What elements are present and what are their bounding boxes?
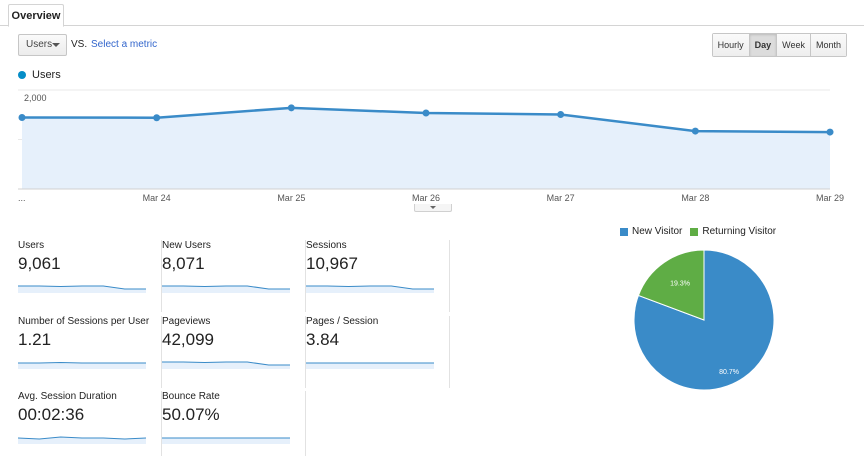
metric-label: New Users bbox=[162, 240, 211, 251]
metric-value: 42,099 bbox=[162, 330, 214, 349]
metric-value: 50.07% bbox=[162, 405, 220, 424]
metric-cell[interactable]: Number of Sessions per User 1.21 bbox=[18, 316, 162, 388]
pie-legend: New Visitor Returning Visitor bbox=[620, 226, 784, 237]
data-point bbox=[153, 114, 161, 122]
metric-label: Users bbox=[18, 240, 45, 251]
metric-value: 9,061 bbox=[18, 254, 61, 273]
sparkline-line bbox=[18, 285, 146, 290]
x-tick-label: Mar 26 bbox=[412, 193, 440, 203]
sparkline bbox=[18, 436, 146, 444]
data-point bbox=[557, 111, 565, 119]
data-point bbox=[422, 109, 430, 117]
pie-slice-label: 19.3% bbox=[670, 280, 690, 287]
day-button[interactable]: Day bbox=[748, 34, 777, 56]
metric-cell[interactable]: Sessions 10,967 bbox=[306, 240, 450, 312]
select-metric-link[interactable]: Select a metric bbox=[91, 39, 158, 50]
metric-label: Sessions bbox=[306, 240, 347, 251]
sparkline-line bbox=[306, 285, 434, 290]
x-tick-label: Mar 29 bbox=[816, 193, 844, 203]
legend-swatch bbox=[620, 227, 628, 236]
sparkline-line bbox=[162, 361, 290, 366]
chevron-down-icon bbox=[430, 206, 436, 209]
pie-legend-item: Returning Visitor bbox=[690, 226, 776, 237]
metric-cell[interactable]: Avg. Session Duration 00:02:36 bbox=[18, 391, 162, 456]
sparkline-line bbox=[18, 361, 146, 364]
chart-resize-handle[interactable] bbox=[414, 204, 452, 212]
metric-label: Bounce Rate bbox=[162, 391, 220, 402]
metric-label: Pageviews bbox=[162, 316, 211, 327]
pie-slice[interactable] bbox=[637, 249, 705, 321]
week-button[interactable]: Week bbox=[776, 34, 810, 56]
metric-cell[interactable]: Bounce Rate 50.07% bbox=[162, 391, 306, 456]
metric-cell[interactable]: Pages / Session 3.84 bbox=[306, 316, 450, 388]
x-tick-label: Mar 24 bbox=[143, 193, 171, 203]
sparkline bbox=[162, 437, 290, 444]
x-tick-label: Mar 25 bbox=[277, 193, 305, 203]
sparkline-area bbox=[18, 362, 146, 369]
pie-legend-label: Returning Visitor bbox=[702, 226, 777, 237]
sparkline bbox=[162, 285, 290, 293]
metric-label: Number of Sessions per User bbox=[18, 316, 150, 327]
sparkline-area bbox=[306, 363, 434, 369]
legend-label: Users bbox=[32, 69, 61, 81]
sparkline bbox=[306, 362, 434, 369]
metric-selector-label: Users bbox=[26, 39, 53, 50]
y-tick-label: 2,000 bbox=[24, 93, 47, 103]
pie-legend-label: New Visitor bbox=[632, 226, 683, 237]
pie-legend-item: New Visitor bbox=[620, 226, 682, 237]
metric-label: Pages / Session bbox=[306, 316, 379, 327]
sparkline-line bbox=[162, 285, 290, 290]
data-point bbox=[18, 113, 26, 121]
x-tick-label: ... bbox=[18, 193, 26, 203]
metric-cell[interactable]: Pageviews 42,099 bbox=[162, 316, 306, 388]
x-tick-label: Mar 27 bbox=[547, 193, 575, 203]
metric-cell[interactable]: Users 9,061 bbox=[18, 240, 162, 312]
data-point bbox=[287, 104, 295, 112]
pie-slice-label: 80.7% bbox=[719, 369, 739, 376]
vs-label: VS. bbox=[71, 39, 88, 50]
sparkline bbox=[162, 361, 290, 369]
tab-overview[interactable]: Overview bbox=[8, 4, 64, 27]
month-button[interactable]: Month bbox=[809, 34, 846, 56]
visitor-pie-chart: 80.7% 19.3% bbox=[633, 249, 775, 391]
chart-legend: Users bbox=[18, 69, 61, 81]
chevron-down-icon bbox=[52, 43, 60, 47]
metric-value: 3.84 bbox=[306, 330, 340, 349]
metric-label: Avg. Session Duration bbox=[18, 391, 117, 402]
legend-dot bbox=[18, 71, 26, 79]
sparkline bbox=[18, 285, 146, 293]
metric-value: 1.21 bbox=[18, 330, 52, 349]
sparkline-area bbox=[162, 438, 290, 444]
sparkline bbox=[18, 361, 146, 369]
data-point bbox=[826, 128, 834, 136]
tab-bar: Overview bbox=[0, 0, 864, 27]
x-tick-label: Mar 28 bbox=[681, 193, 709, 203]
sparkline bbox=[306, 285, 434, 293]
metric-cell[interactable]: New Users 8,071 bbox=[162, 240, 306, 312]
metric-value: 8,071 bbox=[162, 254, 205, 273]
hourly-button[interactable]: Hourly bbox=[712, 34, 749, 56]
metric-value: 10,967 bbox=[306, 254, 358, 273]
metric-selector[interactable]: Users bbox=[18, 34, 67, 56]
granularity-toggle: Hourly Day Week Month bbox=[711, 33, 847, 57]
series-area bbox=[22, 107, 830, 189]
legend-swatch bbox=[690, 227, 699, 236]
metric-value: 00:02:36 bbox=[18, 405, 85, 424]
data-point bbox=[691, 127, 699, 135]
sparkline-line bbox=[18, 436, 146, 440]
